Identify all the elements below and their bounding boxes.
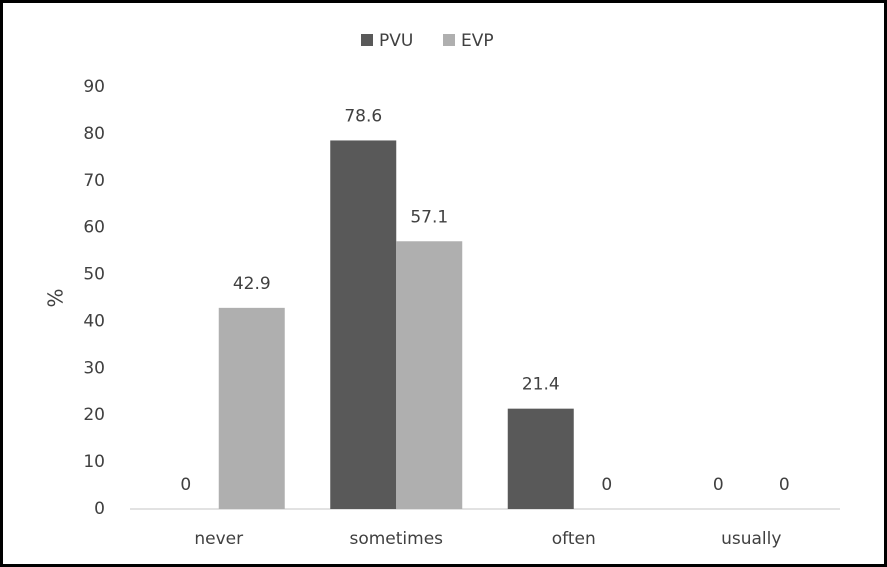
legend-swatch — [443, 34, 455, 46]
data-label: 78.6 — [344, 106, 382, 126]
y-axis-label: % — [44, 288, 68, 307]
y-tick-label: 50 — [83, 265, 105, 285]
data-label: 0 — [779, 475, 790, 495]
bar — [218, 307, 285, 509]
data-label: 57.1 — [410, 207, 448, 227]
y-tick-label: 40 — [83, 311, 105, 331]
x-tick-label: never — [194, 529, 243, 549]
data-label: 42.9 — [233, 274, 271, 294]
bar — [330, 140, 397, 509]
legend-swatch — [361, 34, 373, 46]
data-label: 0 — [713, 475, 724, 495]
data-label: 0 — [601, 475, 612, 495]
legend-label: PVU — [379, 31, 413, 51]
y-tick-label: 20 — [83, 405, 105, 425]
bar — [396, 241, 463, 509]
y-tick-label: 30 — [83, 358, 105, 378]
x-tick-label: usually — [721, 529, 781, 549]
y-tick-label: 90 — [83, 77, 105, 97]
x-tick-label: sometimes — [349, 529, 443, 549]
data-label: 21.4 — [522, 375, 560, 395]
y-tick-label: 10 — [83, 452, 105, 472]
y-tick-label: 60 — [83, 218, 105, 238]
y-tick-label: 0 — [94, 499, 105, 519]
data-label: 0 — [180, 475, 191, 495]
y-tick-label: 80 — [83, 124, 105, 144]
x-tick-label: often — [552, 529, 596, 549]
legend-label: EVP — [461, 31, 494, 51]
bar — [507, 408, 574, 509]
y-tick-label: 70 — [83, 171, 105, 191]
